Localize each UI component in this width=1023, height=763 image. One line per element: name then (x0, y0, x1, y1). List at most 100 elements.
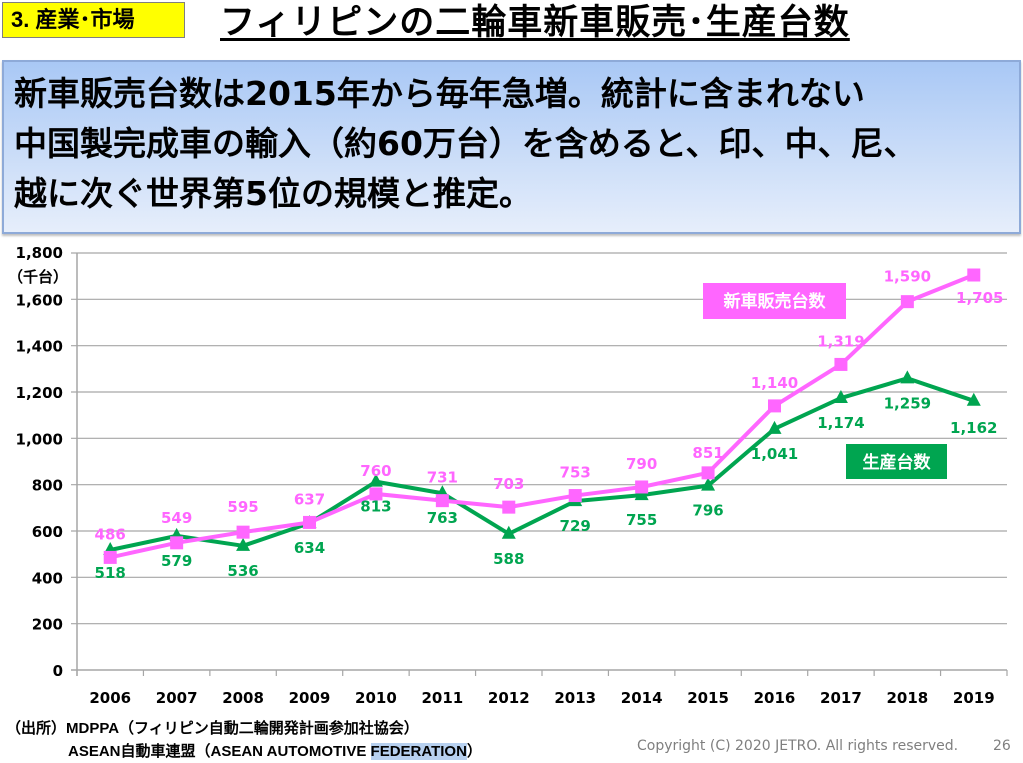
data-point-square (768, 399, 781, 413)
data-label: 518 (95, 564, 126, 582)
data-point-triangle (833, 390, 848, 404)
y-tick-label: 200 (32, 616, 63, 634)
data-label: 549 (161, 509, 192, 527)
y-tick-label: 1,000 (16, 430, 63, 448)
x-tick-label: 2012 (488, 689, 530, 706)
data-label: 813 (360, 498, 391, 516)
summary-line-1: 新車販売台数は2015年から毎年急増。統計に含まれない (14, 74, 865, 113)
data-label: 1,590 (884, 268, 931, 286)
data-point-triangle (900, 370, 915, 384)
data-point-square (170, 536, 184, 550)
data-labels-production: 518 579 536 634 813 763 588 729 755 796 1,041 1,174… (95, 394, 998, 582)
y-tick-label: 1,400 (16, 338, 63, 356)
y-axis-unit-label: （千台） (8, 268, 68, 286)
data-label: 703 (493, 475, 524, 493)
summary-line-3: 越に次ぐ世界第5位の規模と推定。 (14, 174, 532, 213)
source-line-1: （出所）MDPPA（フィリピン自動二輪開発計画参加社協会） (6, 720, 419, 737)
y-tick-label: 1,800 (16, 244, 63, 262)
data-point-square (103, 550, 117, 564)
y-tick-labels: 0 200 400 600 800 1,000 1,200 1,400 1,600 1,800 (16, 244, 63, 680)
x-tick-label: 2018 (886, 689, 928, 706)
data-point-square (502, 500, 516, 514)
data-label: 760 (360, 462, 391, 480)
page-title: フィリピンの二輪車新車販売･生産台数 (220, 3, 850, 43)
x-tick-label: 2008 (222, 689, 264, 706)
data-point-square (303, 515, 316, 529)
data-point-triangle (634, 487, 649, 501)
data-label: 1,319 (817, 332, 864, 350)
x-tick-label: 2007 (156, 689, 198, 706)
legend-production-box (846, 444, 947, 479)
series-line (109, 376, 975, 552)
data-label: 579 (161, 552, 192, 570)
x-tick-label: 2010 (355, 689, 397, 706)
data-point-square (236, 525, 250, 539)
page-number: 26 (993, 738, 1011, 754)
y-tick-label: 600 (32, 523, 63, 541)
series: 486 549 595 637 760 731 703 753 790 851 1,140 1,319… (95, 268, 1004, 582)
data-label: 1,705 (956, 289, 1003, 307)
data-point-square (568, 489, 582, 503)
summary-box: 新車販売台数は2015年から毎年急増。統計に含まれない 中国製完成車の輸入（約6… (2, 60, 1021, 234)
data-label: 753 (560, 464, 591, 482)
legend-production-label: 生産台数 (863, 452, 932, 473)
data-point-square (967, 268, 981, 282)
data-label: 763 (427, 509, 458, 527)
x-tick-label: 2013 (554, 689, 596, 706)
data-labels-sales: 486 549 595 637 760 731 703 753 790 851 1,140 1,319… (95, 268, 1004, 544)
source-line-2-close: ） (466, 743, 482, 760)
data-point-square (701, 466, 715, 480)
x-tick-labels: 2006 2007 2008 2009 2010 2011 2012 2013 2014 2015… (89, 689, 994, 706)
data-label: 1,041 (751, 445, 798, 463)
data-point-triangle (368, 473, 383, 487)
data-label: 729 (560, 517, 591, 535)
source-line-2: ASEAN自動車連盟（ASEAN AUTOMOTIVE FEDERATION） (68, 740, 482, 761)
x-tick-label: 2016 (754, 689, 796, 706)
summary-line-2: 中国製完成車の輸入（約60万台）を含めると、印、中、尼、 (14, 124, 917, 163)
data-point-square (900, 295, 914, 309)
data-label: 595 (227, 498, 258, 516)
x-tick-label: 2015 (687, 689, 729, 706)
legend-sales: 新車販売台数 (703, 283, 846, 319)
x-tick-label: 2017 (820, 689, 862, 706)
x-tick-label: 2014 (621, 689, 663, 706)
source-highlight: FEDERATION (370, 743, 467, 760)
data-label: 755 (626, 511, 657, 529)
data-label: 1,174 (817, 414, 864, 432)
legend-sales-box (703, 283, 846, 319)
data-label: 536 (227, 562, 258, 580)
legend-production: 生産台数 (846, 444, 947, 479)
y-tick-label: 800 (32, 477, 63, 495)
data-point-square (635, 480, 649, 494)
data-label: 637 (294, 490, 325, 508)
x-tick-label: 2006 (89, 689, 131, 706)
axes (71, 253, 1008, 676)
data-point-square (834, 357, 848, 371)
data-label: 790 (626, 455, 657, 473)
y-tick-label: 1,600 (16, 291, 63, 309)
x-tick-label: 2019 (953, 689, 995, 706)
data-point-triangle (236, 537, 251, 551)
x-tick-label: 2009 (289, 689, 331, 706)
data-label: 1,140 (751, 374, 798, 392)
source-line-2-text: ASEAN自動車連盟（ASEAN AUTOMOTIVE (68, 743, 371, 760)
y-tick-label: 1,200 (16, 384, 63, 402)
data-label: 634 (294, 539, 325, 557)
series-sales (103, 268, 981, 564)
line-chart: 0 200 400 600 800 1,000 1,200 1,400 1,600 1,800 2… (8, 244, 1008, 706)
data-label: 1,259 (884, 394, 931, 412)
y-tick-label: 0 (53, 662, 63, 680)
x-tick-label: 2011 (421, 689, 463, 706)
data-label: 1,162 (950, 419, 997, 437)
data-point-triangle (701, 477, 716, 491)
data-label: 731 (427, 469, 458, 487)
data-point-square (369, 487, 383, 501)
data-label: 588 (493, 550, 524, 568)
section-tag: 3. 産業･市場 (2, 2, 185, 38)
data-point-square (435, 494, 449, 508)
copyright: Copyright (C) 2020 JETRO. All rights res… (637, 738, 959, 754)
data-label: 851 (692, 444, 723, 462)
series-line (109, 273, 975, 560)
gridlines (71, 252, 1007, 625)
